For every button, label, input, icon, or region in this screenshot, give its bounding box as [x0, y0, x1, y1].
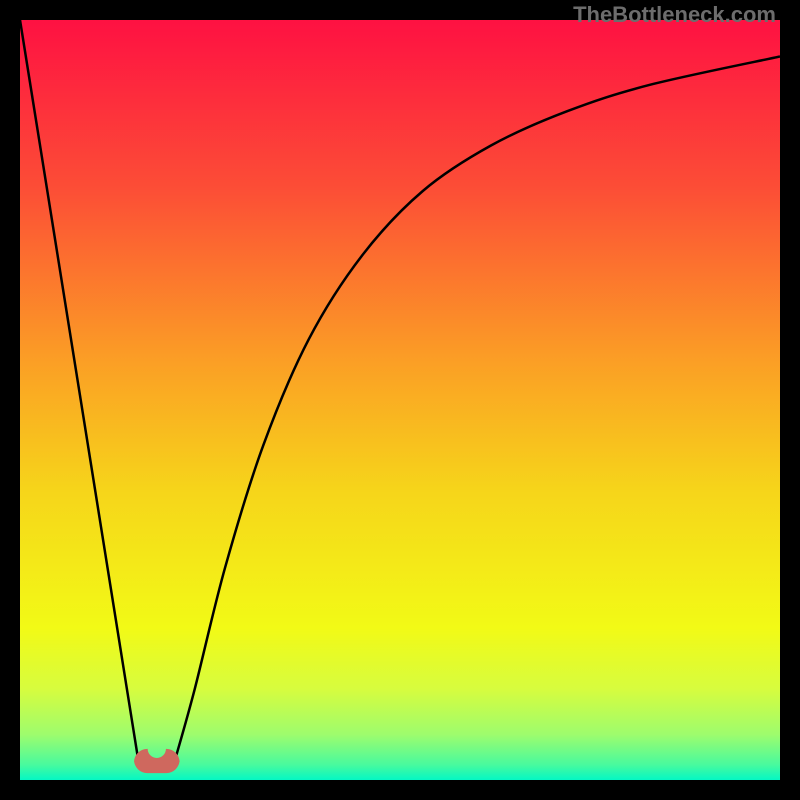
curve-right-branch	[176, 56, 780, 757]
curve-layer	[20, 20, 780, 780]
dip-marker	[134, 749, 180, 773]
curve-left-branch	[20, 20, 138, 757]
watermark-text: TheBottleneck.com	[573, 2, 776, 28]
plot-area	[20, 20, 780, 780]
chart-frame: TheBottleneck.com	[0, 0, 800, 800]
